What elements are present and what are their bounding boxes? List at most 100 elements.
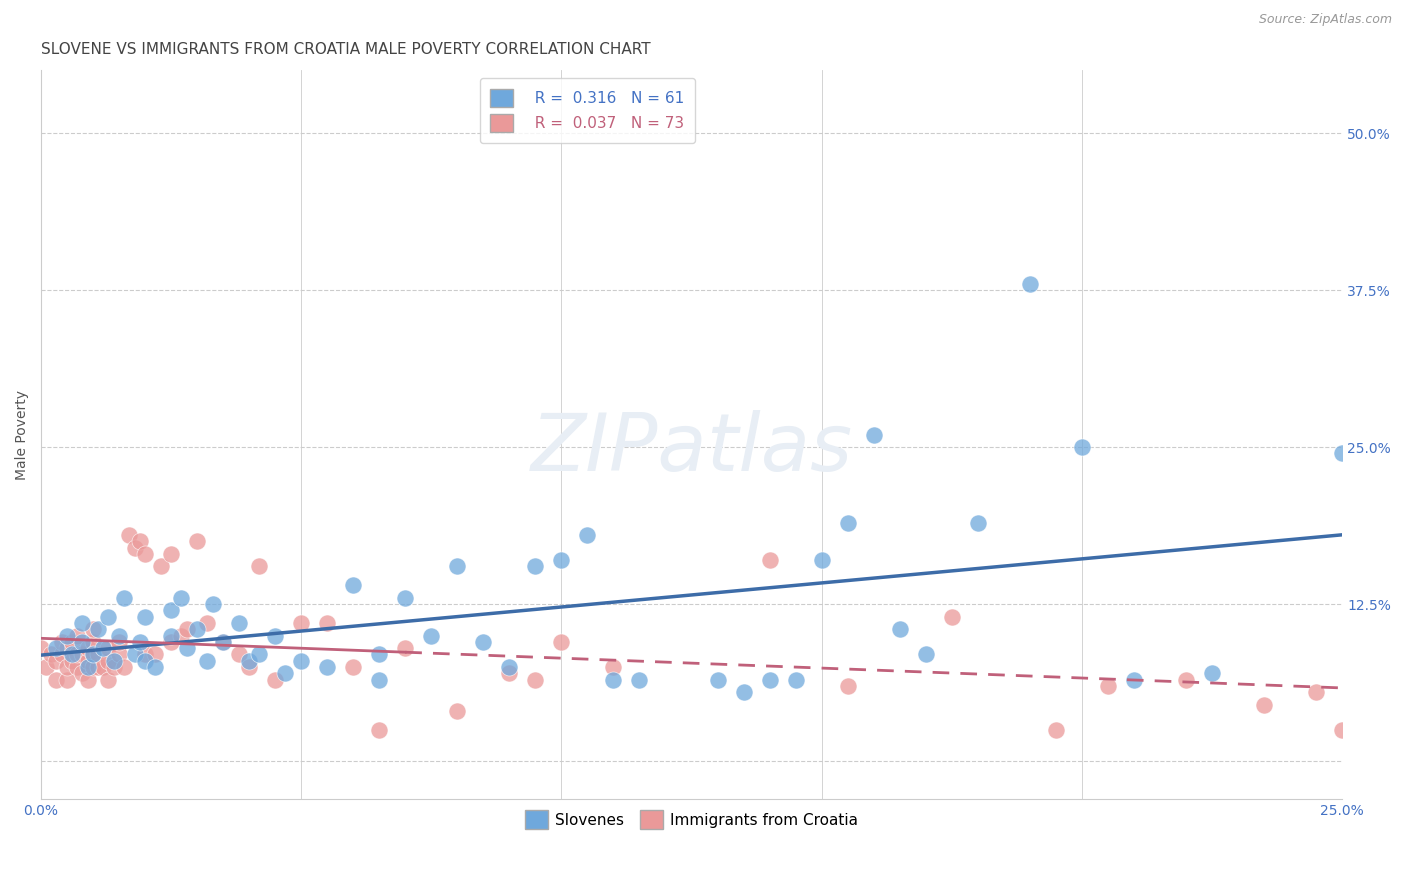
Text: Source: ZipAtlas.com: Source: ZipAtlas.com [1258,13,1392,27]
Point [966,516,988,530]
Point [45,641,67,656]
Point [368,648,391,662]
Point [134,648,156,662]
Point [87,648,110,662]
Point [264,673,287,687]
Point [1331,446,1354,460]
Point [66,629,89,643]
Point [238,654,260,668]
Point [290,615,312,630]
Point [602,673,624,687]
Point [1357,615,1379,630]
Point [733,685,755,699]
Point [82,648,104,662]
Point [186,622,208,636]
Point [810,553,832,567]
Point [45,654,67,668]
Point [108,629,131,643]
Point [76,660,98,674]
Point [91,641,114,656]
Point [228,615,250,630]
Point [498,666,520,681]
Point [76,654,98,668]
Point [60,654,83,668]
Point [394,641,416,656]
Point [60,635,83,649]
Point [103,654,125,668]
Point [290,654,312,668]
Point [72,615,94,630]
Point [149,559,172,574]
Point [524,559,547,574]
Point [124,541,146,555]
Point [82,648,104,662]
Point [160,635,183,649]
Point [160,547,183,561]
Point [274,666,297,681]
Point [446,559,468,574]
Point [1384,729,1406,743]
Point [342,578,364,592]
Point [97,609,120,624]
Point [108,648,131,662]
Point [1253,698,1275,712]
Point [35,660,58,674]
Point [134,547,156,561]
Point [316,615,339,630]
Point [758,553,780,567]
Point [602,660,624,674]
Point [758,673,780,687]
Point [72,635,94,649]
Point [186,534,208,549]
Point [197,615,219,630]
Point [446,704,468,718]
Text: ZIPatlas: ZIPatlas [530,410,852,488]
Point [56,660,79,674]
Point [160,603,183,617]
Legend: Slovenes, Immigrants from Croatia: Slovenes, Immigrants from Croatia [519,804,865,835]
Point [524,673,547,687]
Point [160,629,183,643]
Point [1019,277,1042,291]
Point [394,591,416,605]
Point [170,591,193,605]
Point [66,660,89,674]
Point [212,635,235,649]
Point [39,648,62,662]
Point [143,648,166,662]
Point [66,648,89,662]
Point [914,648,936,662]
Point [212,635,235,649]
Point [201,597,224,611]
Point [97,641,120,656]
Point [128,534,150,549]
Point [82,635,104,649]
Point [97,654,120,668]
Point [76,673,98,687]
Point [91,660,114,674]
Point [197,654,219,668]
Point [238,660,260,674]
Point [51,648,73,662]
Point [51,635,73,649]
Point [576,528,599,542]
Point [249,559,271,574]
Point [134,654,156,668]
Point [264,629,287,643]
Point [72,666,94,681]
Point [30,641,52,656]
Point [837,679,859,693]
Point [82,660,104,674]
Point [706,673,728,687]
Point [368,673,391,687]
Point [56,673,79,687]
Point [97,673,120,687]
Point [60,648,83,662]
Point [1305,685,1327,699]
Point [1071,440,1094,454]
Point [103,660,125,674]
Point [550,635,572,649]
Point [420,629,443,643]
Point [118,528,141,542]
Point [128,635,150,649]
